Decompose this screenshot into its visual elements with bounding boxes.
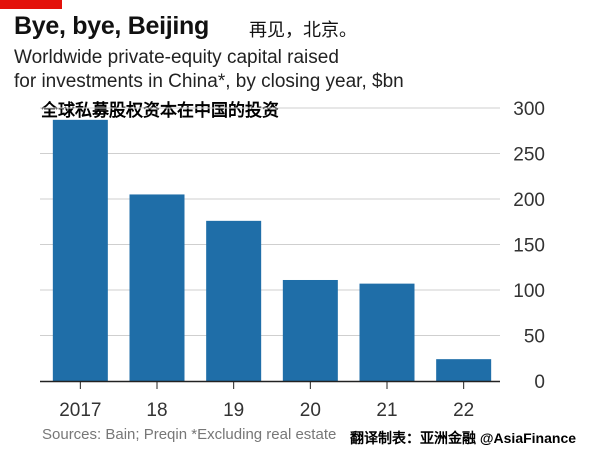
bar (282, 279, 338, 381)
x-tick-label: 2017 (59, 400, 101, 421)
bar (359, 283, 415, 381)
chart-title: Bye, bye, Beijing (14, 12, 209, 40)
chart-subtitle-line1: Worldwide private-equity capital raised (14, 47, 339, 68)
y-tick-label: 50 (524, 327, 545, 348)
chart-title-cn: 再见，北京。 (249, 20, 357, 40)
y-tick-label: 100 (513, 281, 545, 302)
x-tick-label: 18 (146, 400, 167, 421)
y-tick-label: 0 (534, 372, 545, 393)
y-tick-label: 150 (513, 236, 545, 257)
y-tick-label: 200 (513, 190, 545, 211)
x-tick-label: 21 (376, 400, 397, 421)
x-tick-label: 19 (223, 400, 244, 421)
chart-subtitle: Worldwide private-equity capital raised … (14, 46, 404, 94)
bar (436, 359, 492, 381)
x-tick-label: 20 (300, 400, 321, 421)
y-tick-label: 250 (513, 145, 545, 166)
source-note: Sources: Bain; Preqin *Excluding real es… (42, 426, 337, 443)
bar (206, 220, 262, 381)
chart-subtitle-cn: 全球私募股权资本在中国的投资 (41, 101, 279, 120)
brand-tag (0, 0, 62, 9)
bar (52, 119, 108, 381)
credit-note: 翻译制表：亚洲金融 @AsiaFinance (350, 430, 577, 446)
y-tick-label: 300 (513, 99, 545, 120)
bar (129, 194, 185, 381)
x-tick-label: 22 (453, 400, 474, 421)
chart-subtitle-line2: for investments in China*, by closing ye… (14, 71, 404, 92)
